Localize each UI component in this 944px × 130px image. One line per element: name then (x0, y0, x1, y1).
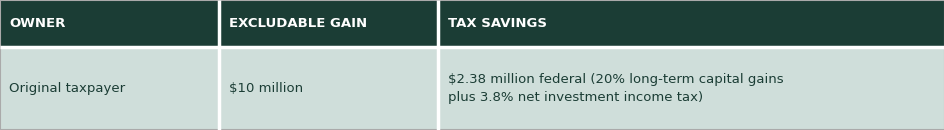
Text: $2.38 million federal (20% long-term capital gains
plus 3.8% net investment inco: $2.38 million federal (20% long-term cap… (447, 73, 783, 105)
Bar (219, 0, 438, 47)
Bar (438, 0, 944, 47)
Text: TAX SAVINGS: TAX SAVINGS (447, 17, 547, 30)
Text: $10 million: $10 million (228, 82, 302, 95)
Bar (438, 47, 944, 130)
Text: OWNER: OWNER (9, 17, 66, 30)
Bar (0, 47, 219, 130)
Text: Original taxpayer: Original taxpayer (9, 82, 126, 95)
Bar (0, 0, 219, 47)
Bar (219, 47, 438, 130)
Text: EXCLUDABLE GAIN: EXCLUDABLE GAIN (228, 17, 366, 30)
